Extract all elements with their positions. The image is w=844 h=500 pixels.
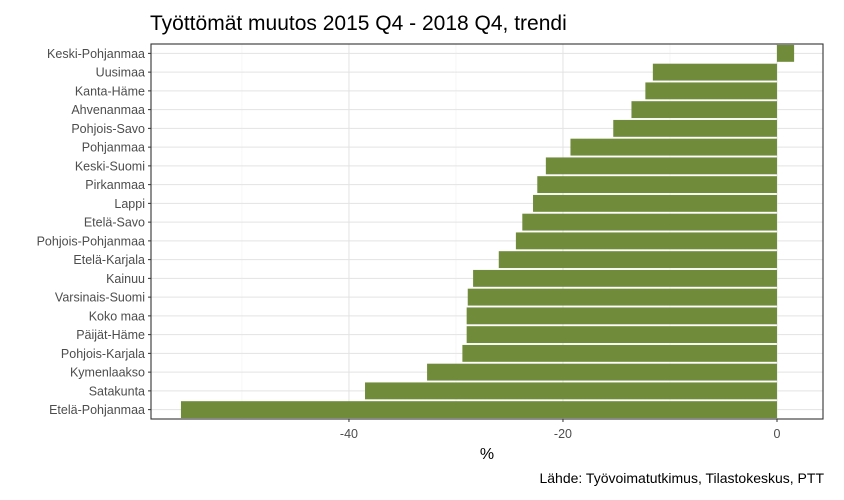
bar	[545, 157, 777, 175]
x-tick-label: -40	[340, 427, 358, 441]
y-tick-label: Uusimaa	[96, 66, 145, 80]
bar	[466, 326, 777, 344]
y-tick-label: Lappi	[114, 197, 145, 211]
y-tick-label: Satakunta	[89, 384, 145, 398]
bar	[515, 232, 777, 250]
chart-caption: Lähde: Työvoimatutkimus, Tilastokeskus, …	[539, 470, 824, 486]
plot-panel	[151, 44, 823, 419]
y-tick-label: Ahvenanmaa	[71, 103, 145, 117]
y-tick-label: Keski-Suomi	[75, 159, 145, 173]
bar	[365, 382, 777, 400]
bar	[645, 82, 777, 100]
bar	[652, 63, 777, 81]
bar	[466, 307, 777, 325]
chart-title: Työttömät muutos 2015 Q4 - 2018 Q4, tren…	[150, 12, 567, 35]
bar	[776, 44, 795, 62]
bar	[462, 344, 777, 362]
y-tick-label: Etelä-Pohjanmaa	[49, 403, 145, 417]
y-tick-label: Keski-Pohjanmaa	[47, 47, 145, 61]
y-tick-label: Etelä-Karjala	[73, 253, 145, 267]
bar	[498, 251, 777, 269]
x-tick-label: 0	[774, 427, 781, 441]
y-tick-label: Koko maa	[89, 309, 145, 323]
bar	[473, 269, 777, 287]
y-tick-label: Varsinais-Suomi	[55, 291, 145, 305]
bar	[467, 288, 777, 306]
y-tick-label: Kainuu	[106, 272, 145, 286]
bar	[613, 119, 777, 137]
y-tick-label: Pohjois-Savo	[71, 122, 145, 136]
y-tick-label: Etelä-Savo	[84, 216, 145, 230]
bar	[180, 401, 777, 419]
y-tick-label: Pohjois-Pohjanmaa	[37, 234, 145, 248]
bar	[537, 176, 777, 194]
y-tick-label: Pohjanmaa	[82, 141, 145, 155]
bar	[427, 363, 777, 381]
y-tick-label: Pohjois-Karjala	[61, 347, 145, 361]
x-tick-label: -20	[554, 427, 572, 441]
y-tick-label: Kymenlaakso	[70, 366, 145, 380]
x-axis-title: %	[480, 446, 494, 463]
bar	[631, 101, 777, 119]
plot-border	[150, 43, 824, 420]
y-tick-label: Pirkanmaa	[85, 178, 145, 192]
bar	[533, 194, 777, 212]
y-tick-label: Päijät-Häme	[76, 328, 145, 342]
bar	[522, 213, 777, 231]
y-tick-label: Kanta-Häme	[75, 84, 145, 98]
bar	[570, 138, 777, 156]
